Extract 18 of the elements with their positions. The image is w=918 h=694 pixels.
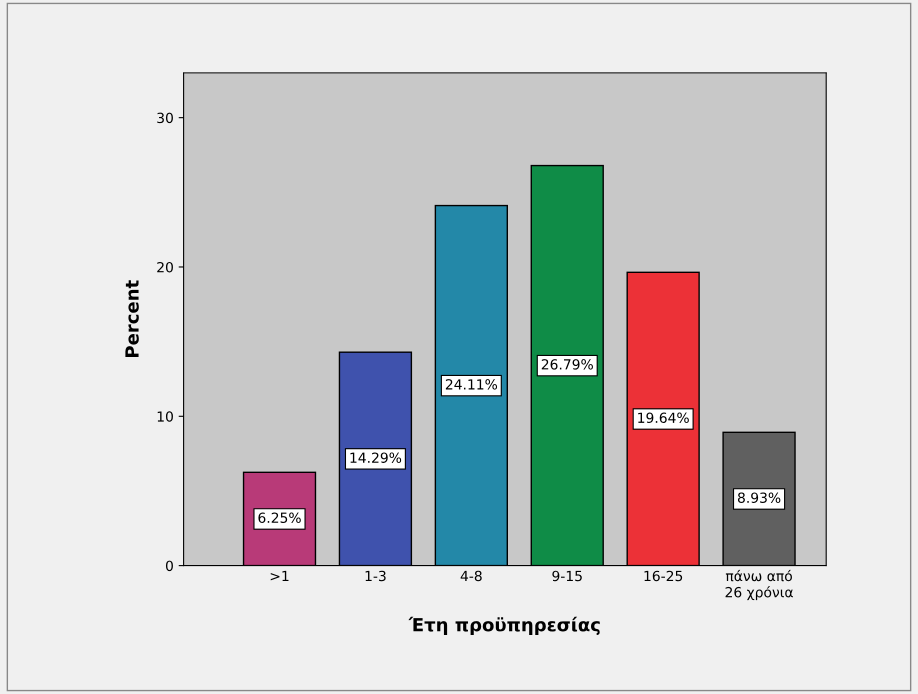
data-label: 6.25%	[258, 512, 301, 523]
data-label: 8.93%	[738, 492, 780, 503]
data-label: 19.64%	[638, 412, 689, 424]
x-tick-label: πάνω από 26 χρόνια	[726, 570, 793, 600]
data-label: 14.29%	[350, 452, 402, 463]
y-tick-label: 10	[158, 411, 173, 422]
y-tick-label: 20	[157, 262, 173, 272]
x-tick-label: 1-3	[366, 570, 386, 582]
x-tick-label: 16-25	[644, 570, 682, 582]
x-tick-label: >1	[270, 570, 288, 582]
y-axis-title: Percent	[125, 280, 139, 357]
data-label: 24.11%	[446, 379, 498, 390]
y-tick-label: 30	[157, 112, 173, 124]
y-tick-label: 0	[166, 560, 173, 572]
data-label: 26.79%	[542, 359, 593, 370]
x-axis-title: Έτη προϋπηρεσίας	[408, 616, 600, 635]
x-tick-label: 4-8	[460, 570, 482, 582]
x-tick-label: 9-15	[552, 570, 582, 582]
